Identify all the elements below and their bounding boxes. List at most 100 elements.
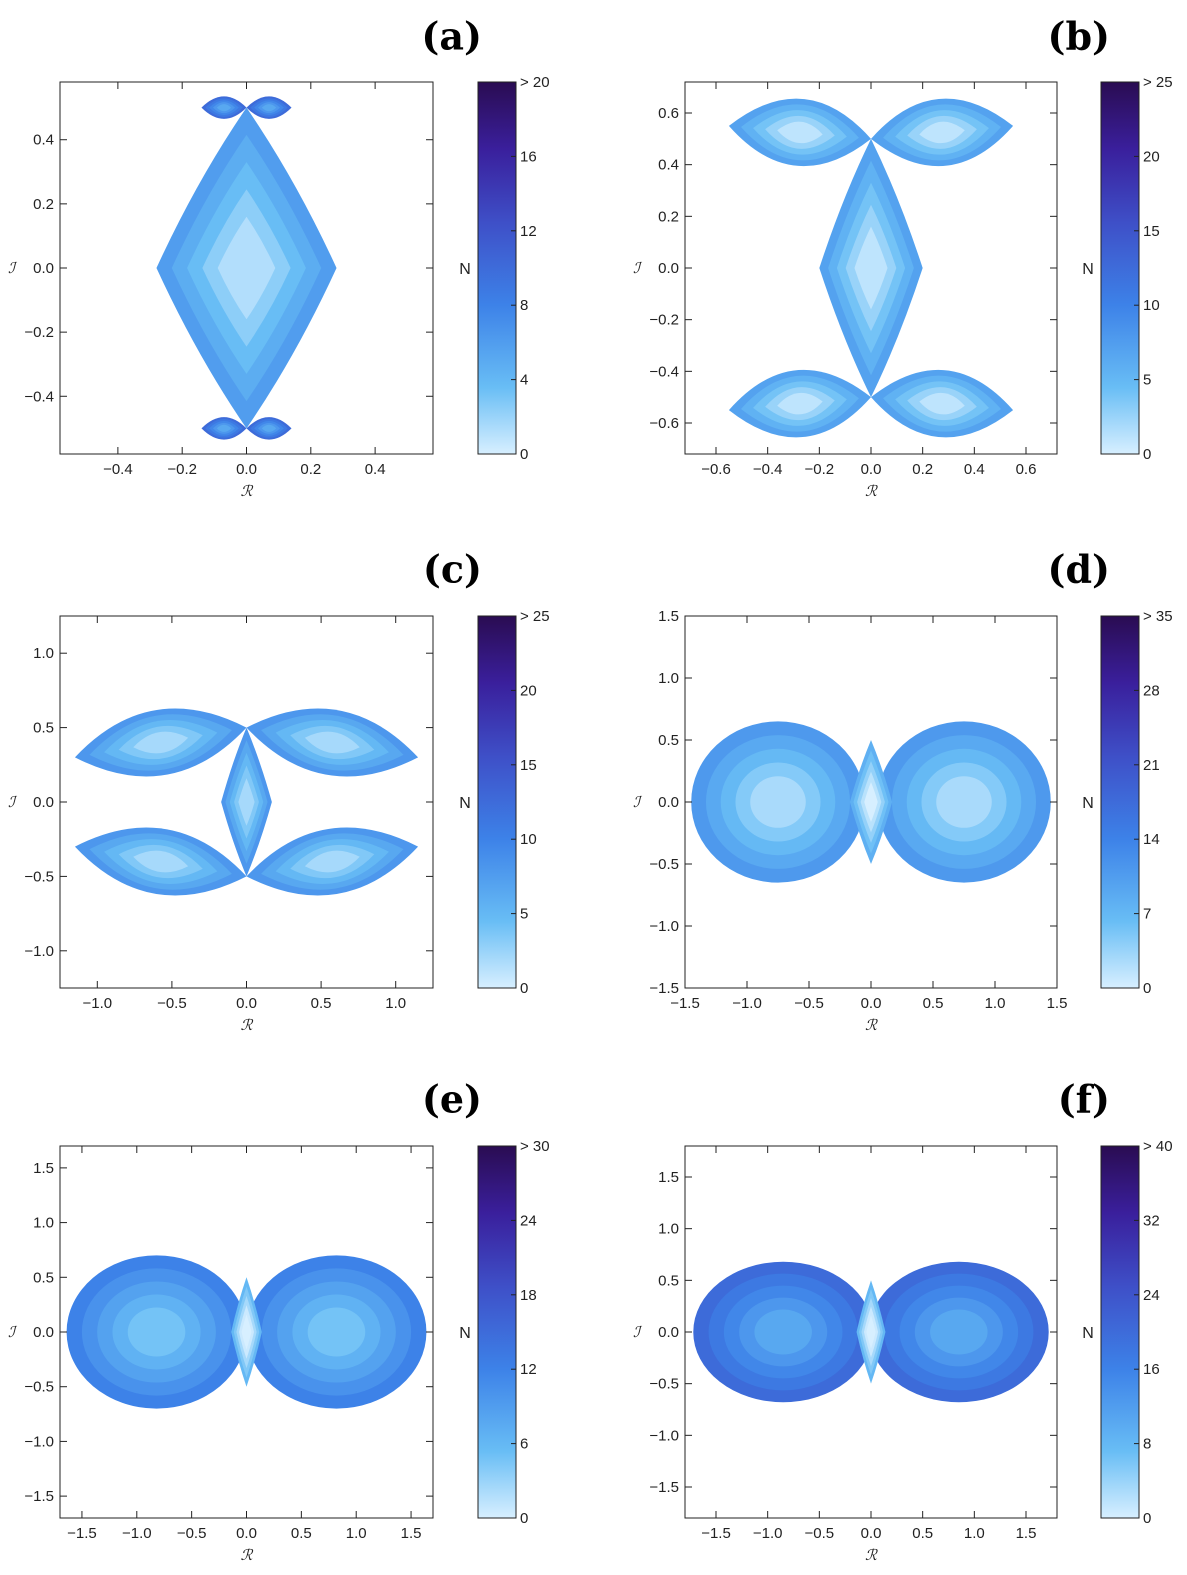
basin-contour <box>261 424 277 432</box>
colorbar-tick-label: > 20 <box>520 74 550 91</box>
y-tick-label: 0.5 <box>658 732 679 749</box>
colorbar-tick-label: 0 <box>1143 1510 1151 1527</box>
colorbar-tick-label: > 35 <box>1143 608 1173 625</box>
basin-contour <box>919 121 965 144</box>
panel-d: (d) −1.5 −1.0 −0.5 0.0 0.5 1.0 1.5 −1.5 −1.0 −0.5 0… <box>633 547 1173 1035</box>
x-tick-label: −1.5 <box>701 1525 731 1542</box>
y-tick-label: −0.5 <box>24 1379 54 1396</box>
colorbar-tick-label: 8 <box>520 297 528 314</box>
x-tick-label: −1.5 <box>670 995 700 1012</box>
x-tick-label: 0.5 <box>912 1525 933 1542</box>
colorbar-tick-label: 15 <box>520 757 537 774</box>
y-tick-label: −1.0 <box>24 1433 54 1450</box>
y-tick-label: 0.0 <box>658 1324 679 1341</box>
panel-e: (e) −1.5 −1.0 −0.5 0.0 0.5 1.0 1.5 −1.5 −1.0 −0.5 0… <box>8 1077 550 1565</box>
colorbar <box>477 1145 517 1519</box>
y-tick-label: 0.4 <box>33 132 54 149</box>
basin-regions <box>66 1255 427 1409</box>
y-tick-label: 0.0 <box>658 260 679 277</box>
y-tick-label: 0.0 <box>658 794 679 811</box>
colorbar-tick-label: 10 <box>1143 297 1160 314</box>
colorbar-tick-label: 15 <box>1143 223 1160 240</box>
y-tick-label: 0.4 <box>658 157 679 174</box>
basin-contour <box>750 776 806 828</box>
x-axis-label: ℛ <box>241 1546 254 1564</box>
x-tick-label: −0.2 <box>805 461 835 478</box>
y-tick-label: 0.6 <box>658 105 679 122</box>
colorbar-label: N <box>459 1325 471 1342</box>
x-axis-label: ℛ <box>865 1016 878 1034</box>
colorbar-tick-label: 0 <box>520 1510 528 1527</box>
y-tick-label: −0.5 <box>649 1376 679 1393</box>
y-tick-label: 0.0 <box>33 1324 54 1341</box>
colorbar-tick-label: 18 <box>520 1287 537 1304</box>
x-tick-label: 0.0 <box>861 461 882 478</box>
x-axis-label: ℛ <box>865 1546 878 1564</box>
y-tick-label: −0.2 <box>24 324 54 341</box>
colorbar-tick-label: > 30 <box>520 1138 550 1155</box>
y-tick-label: 0.0 <box>33 794 54 811</box>
panel-label: (c) <box>423 547 482 592</box>
x-tick-label: 0.0 <box>236 995 257 1012</box>
basin-contour <box>307 1307 366 1357</box>
x-tick-label: 1.5 <box>401 1525 422 1542</box>
colorbar-tick-label: 16 <box>1143 1361 1160 1378</box>
x-tick-label: −0.5 <box>177 1525 207 1542</box>
basin-contour <box>241 1314 252 1350</box>
colorbar <box>1100 615 1140 989</box>
basin-contour <box>216 104 232 112</box>
y-tick-label: −0.6 <box>649 415 679 432</box>
y-axis-label: ℐ <box>8 1323 18 1341</box>
y-tick-label: 0.5 <box>33 720 54 737</box>
x-tick-label: 1.5 <box>1016 1525 1037 1542</box>
basin-contour <box>133 731 189 754</box>
y-tick-label: −1.0 <box>24 943 54 960</box>
y-tick-label: −0.5 <box>24 868 54 885</box>
x-axis-label: ℛ <box>865 482 878 500</box>
colorbar-tick-label: > 25 <box>1143 74 1173 91</box>
x-tick-label: 0.0 <box>861 1525 882 1542</box>
colorbar-tick-label: 10 <box>520 831 537 848</box>
y-axis-label: ℐ <box>8 793 18 811</box>
colorbar-tick-label: 21 <box>1143 757 1160 774</box>
x-tick-label: −1.0 <box>122 1525 152 1542</box>
basin-regions <box>74 708 419 896</box>
x-tick-label: 1.0 <box>985 995 1006 1012</box>
colorbar-label: N <box>1082 1325 1094 1342</box>
colorbar-tick-label: 5 <box>520 906 528 923</box>
x-tick-label: −0.5 <box>157 995 187 1012</box>
y-axis-label: ℐ <box>633 259 643 277</box>
y-tick-label: 1.0 <box>658 1221 679 1238</box>
colorbar-tick-label: 12 <box>520 223 537 240</box>
basin-contour <box>217 216 276 320</box>
basin-contour <box>919 392 965 415</box>
panel-label: (e) <box>422 1077 482 1122</box>
basin-contour <box>754 1309 812 1355</box>
colorbar-tick-label: 0 <box>1143 446 1151 463</box>
basin-contour <box>866 1315 876 1349</box>
colorbar-tick-label: > 40 <box>1143 1138 1173 1155</box>
y-axis-label: ℐ <box>633 1323 643 1341</box>
y-tick-label: 1.0 <box>658 670 679 687</box>
x-tick-label: −0.2 <box>167 461 197 478</box>
panel-label: (b) <box>1047 14 1110 59</box>
panel-c: (c) −1.0 −0.5 0.0 0.5 1.0 −1.0 −0.5 0.0 0.5 1.0 ℛ ℐ 0… <box>8 547 550 1035</box>
x-tick-label: 0.4 <box>365 461 386 478</box>
colorbar-tick-label: 4 <box>520 372 528 389</box>
y-tick-label: −1.0 <box>649 1427 679 1444</box>
x-tick-label: 0.4 <box>964 461 985 478</box>
colorbar-tick-label: 14 <box>1143 831 1160 848</box>
colorbar <box>1100 81 1140 455</box>
x-tick-label: 0.5 <box>311 995 332 1012</box>
x-tick-label: 0.5 <box>291 1525 312 1542</box>
colorbar-tick-label: 12 <box>520 1361 537 1378</box>
basin-contour <box>127 1307 186 1357</box>
colorbar-label: N <box>1082 795 1094 812</box>
y-tick-label: −0.5 <box>649 856 679 873</box>
y-tick-label: −0.4 <box>24 388 54 405</box>
x-tick-label: −1.5 <box>67 1525 97 1542</box>
y-tick-label: 0.2 <box>33 196 54 213</box>
colorbar-tick-label: 24 <box>520 1212 537 1229</box>
x-tick-label: −0.5 <box>794 995 824 1012</box>
x-tick-label: 0.5 <box>923 995 944 1012</box>
